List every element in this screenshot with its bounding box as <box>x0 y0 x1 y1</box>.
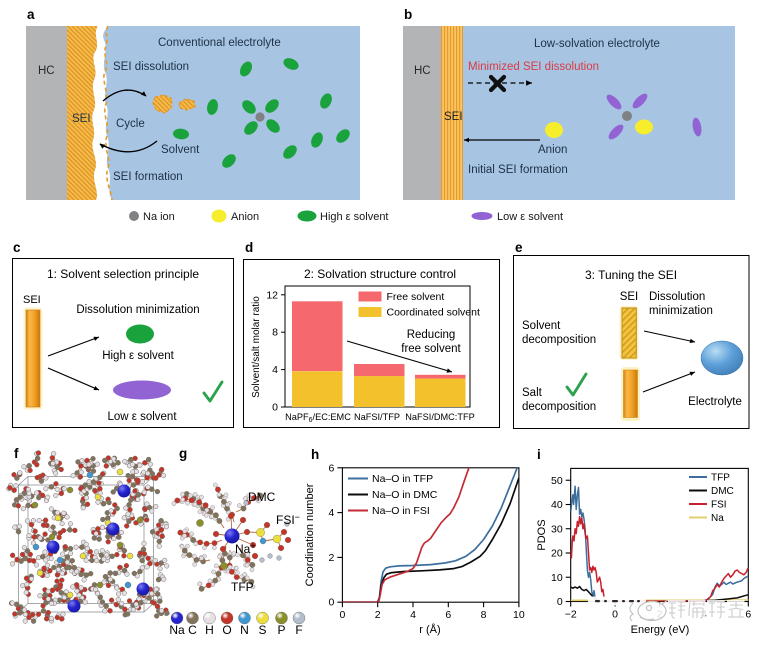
svg-text:0: 0 <box>557 596 563 608</box>
svg-text:g: g <box>179 446 187 461</box>
svg-text:6: 6 <box>445 609 451 621</box>
svg-text:4: 4 <box>329 507 335 519</box>
svg-text:Solvent: Solvent <box>161 144 200 156</box>
svg-text:0: 0 <box>329 597 335 609</box>
svg-text:40: 40 <box>551 499 563 511</box>
svg-text:Na–O in DMC: Na–O in DMC <box>372 489 438 501</box>
svg-text:0: 0 <box>339 609 345 621</box>
svg-text:F: F <box>295 623 302 637</box>
svg-text:free solvent: free solvent <box>401 343 461 355</box>
svg-text:minimization: minimization <box>649 305 713 317</box>
svg-text:i: i <box>537 447 541 462</box>
svg-text:4: 4 <box>410 609 416 621</box>
svg-text:SEI: SEI <box>23 294 41 306</box>
svg-text:Solvent/salt molar ratio: Solvent/salt molar ratio <box>251 296 262 398</box>
svg-text:Coordination number: Coordination number <box>304 483 316 586</box>
svg-text:6: 6 <box>329 462 335 474</box>
svg-text:3: Tuning the SEI: 3: Tuning the SEI <box>585 268 677 282</box>
svg-text:f: f <box>14 446 19 461</box>
svg-text:c: c <box>13 240 21 255</box>
svg-text:20: 20 <box>551 548 563 560</box>
svg-text:d: d <box>245 240 253 255</box>
svg-text:2: 2 <box>329 552 335 564</box>
svg-text:r (Å): r (Å) <box>419 623 440 636</box>
svg-text:H: H <box>205 623 214 637</box>
svg-text:DMC: DMC <box>248 490 276 504</box>
svg-text:8: 8 <box>272 327 278 339</box>
svg-text:SEI: SEI <box>620 291 639 303</box>
svg-text:Low-solvation electrolyte: Low-solvation electrolyte <box>534 38 660 50</box>
svg-text:decomposition: decomposition <box>522 334 596 346</box>
svg-text:Cycle: Cycle <box>116 118 145 130</box>
svg-text:Na: Na <box>711 513 724 524</box>
svg-text:Low ε solvent: Low ε solvent <box>107 411 177 423</box>
svg-text:h: h <box>311 447 319 462</box>
svg-text:TFP: TFP <box>711 473 730 484</box>
svg-text:NaFSI/TFP: NaFSI/TFP <box>354 412 400 422</box>
svg-text:Na: Na <box>169 623 185 637</box>
svg-text:b: b <box>404 7 412 22</box>
svg-text:Salt: Salt <box>522 387 543 399</box>
svg-text:N: N <box>240 623 249 637</box>
svg-text:decomposition: decomposition <box>522 401 596 413</box>
svg-text:Na–O in FSI: Na–O in FSI <box>372 505 430 517</box>
svg-text:12: 12 <box>266 289 278 301</box>
svg-text:Minimized SEI dissolution: Minimized SEI dissolution <box>468 61 599 73</box>
svg-text:SEI: SEI <box>72 113 91 125</box>
svg-text:0: 0 <box>272 402 278 414</box>
svg-text:PDOS: PDOS <box>536 519 548 550</box>
svg-text:C: C <box>188 623 197 637</box>
svg-text:e: e <box>515 240 523 255</box>
svg-text:SEI: SEI <box>444 111 463 123</box>
svg-text:Anion: Anion <box>231 211 259 223</box>
svg-text:HC: HC <box>38 65 55 77</box>
svg-text:Energy (eV): Energy (eV) <box>631 624 690 636</box>
svg-text:P: P <box>277 623 285 637</box>
svg-text:Initial SEI formation: Initial SEI formation <box>468 164 568 176</box>
svg-text:Na ion: Na ion <box>143 211 175 223</box>
svg-text:High ε solvent: High ε solvent <box>102 350 174 362</box>
svg-text:High ε solvent: High ε solvent <box>320 211 389 223</box>
svg-text:S: S <box>258 623 266 637</box>
svg-text:10: 10 <box>513 609 525 621</box>
svg-text:50: 50 <box>551 475 563 487</box>
svg-text:Coordinated solvent: Coordinated solvent <box>387 307 480 319</box>
svg-text:Conventional electrolyte: Conventional electrolyte <box>158 37 281 49</box>
svg-text:2: 2 <box>375 609 381 621</box>
svg-text:0: 0 <box>612 609 618 621</box>
svg-text:−2: −2 <box>565 609 577 621</box>
svg-text:8: 8 <box>481 609 487 621</box>
svg-text:Dissolution: Dissolution <box>649 291 705 303</box>
svg-text:Solvent: Solvent <box>522 320 561 332</box>
svg-text:Free solvent: Free solvent <box>387 291 445 303</box>
svg-text:DMC: DMC <box>711 486 734 497</box>
svg-text:4: 4 <box>272 364 278 376</box>
svg-text:FSI: FSI <box>711 500 727 511</box>
svg-text:TFP: TFP <box>231 580 254 594</box>
svg-text:30: 30 <box>551 523 563 535</box>
svg-text:SEI formation: SEI formation <box>113 171 183 183</box>
svg-text:HC: HC <box>414 65 431 77</box>
svg-text:Dissolution minimization: Dissolution minimization <box>76 304 199 316</box>
svg-text:2: Solvation structure control: 2: Solvation structure control <box>304 267 456 281</box>
svg-text:Reducing: Reducing <box>407 329 456 341</box>
svg-text:6: 6 <box>745 609 751 621</box>
svg-text:10: 10 <box>551 572 563 584</box>
svg-text:a: a <box>27 7 35 22</box>
svg-text:Electrolyte: Electrolyte <box>688 396 742 408</box>
svg-text:O: O <box>222 623 231 637</box>
svg-text:1: Solvent selection principle: 1: Solvent selection principle <box>47 267 199 281</box>
svg-text:Low ε solvent: Low ε solvent <box>497 211 563 223</box>
svg-text:NaFSI/DMC:TFP: NaFSI/DMC:TFP <box>405 412 474 422</box>
svg-text:SEI dissolution: SEI dissolution <box>113 61 189 73</box>
svg-text:Anion: Anion <box>538 144 567 156</box>
svg-text:Na–O in TFP: Na–O in TFP <box>372 473 433 485</box>
